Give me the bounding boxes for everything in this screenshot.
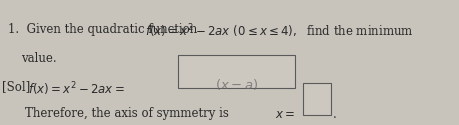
Text: Therefore, the axis of symmetry is: Therefore, the axis of symmetry is	[25, 108, 233, 120]
Bar	[178, 55, 295, 88]
Text: $(x-a)$: $(x-a)$	[215, 78, 258, 92]
Text: value.: value.	[21, 52, 56, 66]
Text: 1.  Given the quadratic function: 1. Given the quadratic function	[8, 22, 201, 36]
Text: $f(x) = x^2-2ax\ (0\leq x\leq 4),$  find the minimum: $f(x) = x^2-2ax\ (0\leq x\leq 4),$ find …	[145, 22, 414, 40]
Text: .: .	[333, 108, 336, 120]
Text: $f(x) = x^2-2ax =$: $f(x) = x^2-2ax =$	[28, 80, 125, 98]
Text: $x =$: $x =$	[275, 108, 296, 120]
Text: [Sol]: [Sol]	[2, 80, 34, 93]
Bar	[303, 82, 331, 115]
